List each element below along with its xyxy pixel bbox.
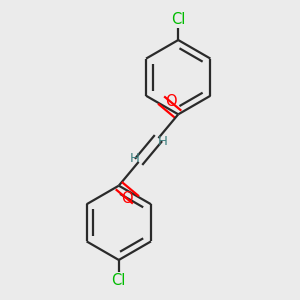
Text: H: H	[130, 152, 140, 165]
Text: Cl: Cl	[171, 12, 185, 27]
Text: Cl: Cl	[112, 273, 126, 288]
Text: H: H	[158, 135, 167, 148]
Text: O: O	[121, 191, 132, 206]
Text: O: O	[165, 94, 176, 109]
